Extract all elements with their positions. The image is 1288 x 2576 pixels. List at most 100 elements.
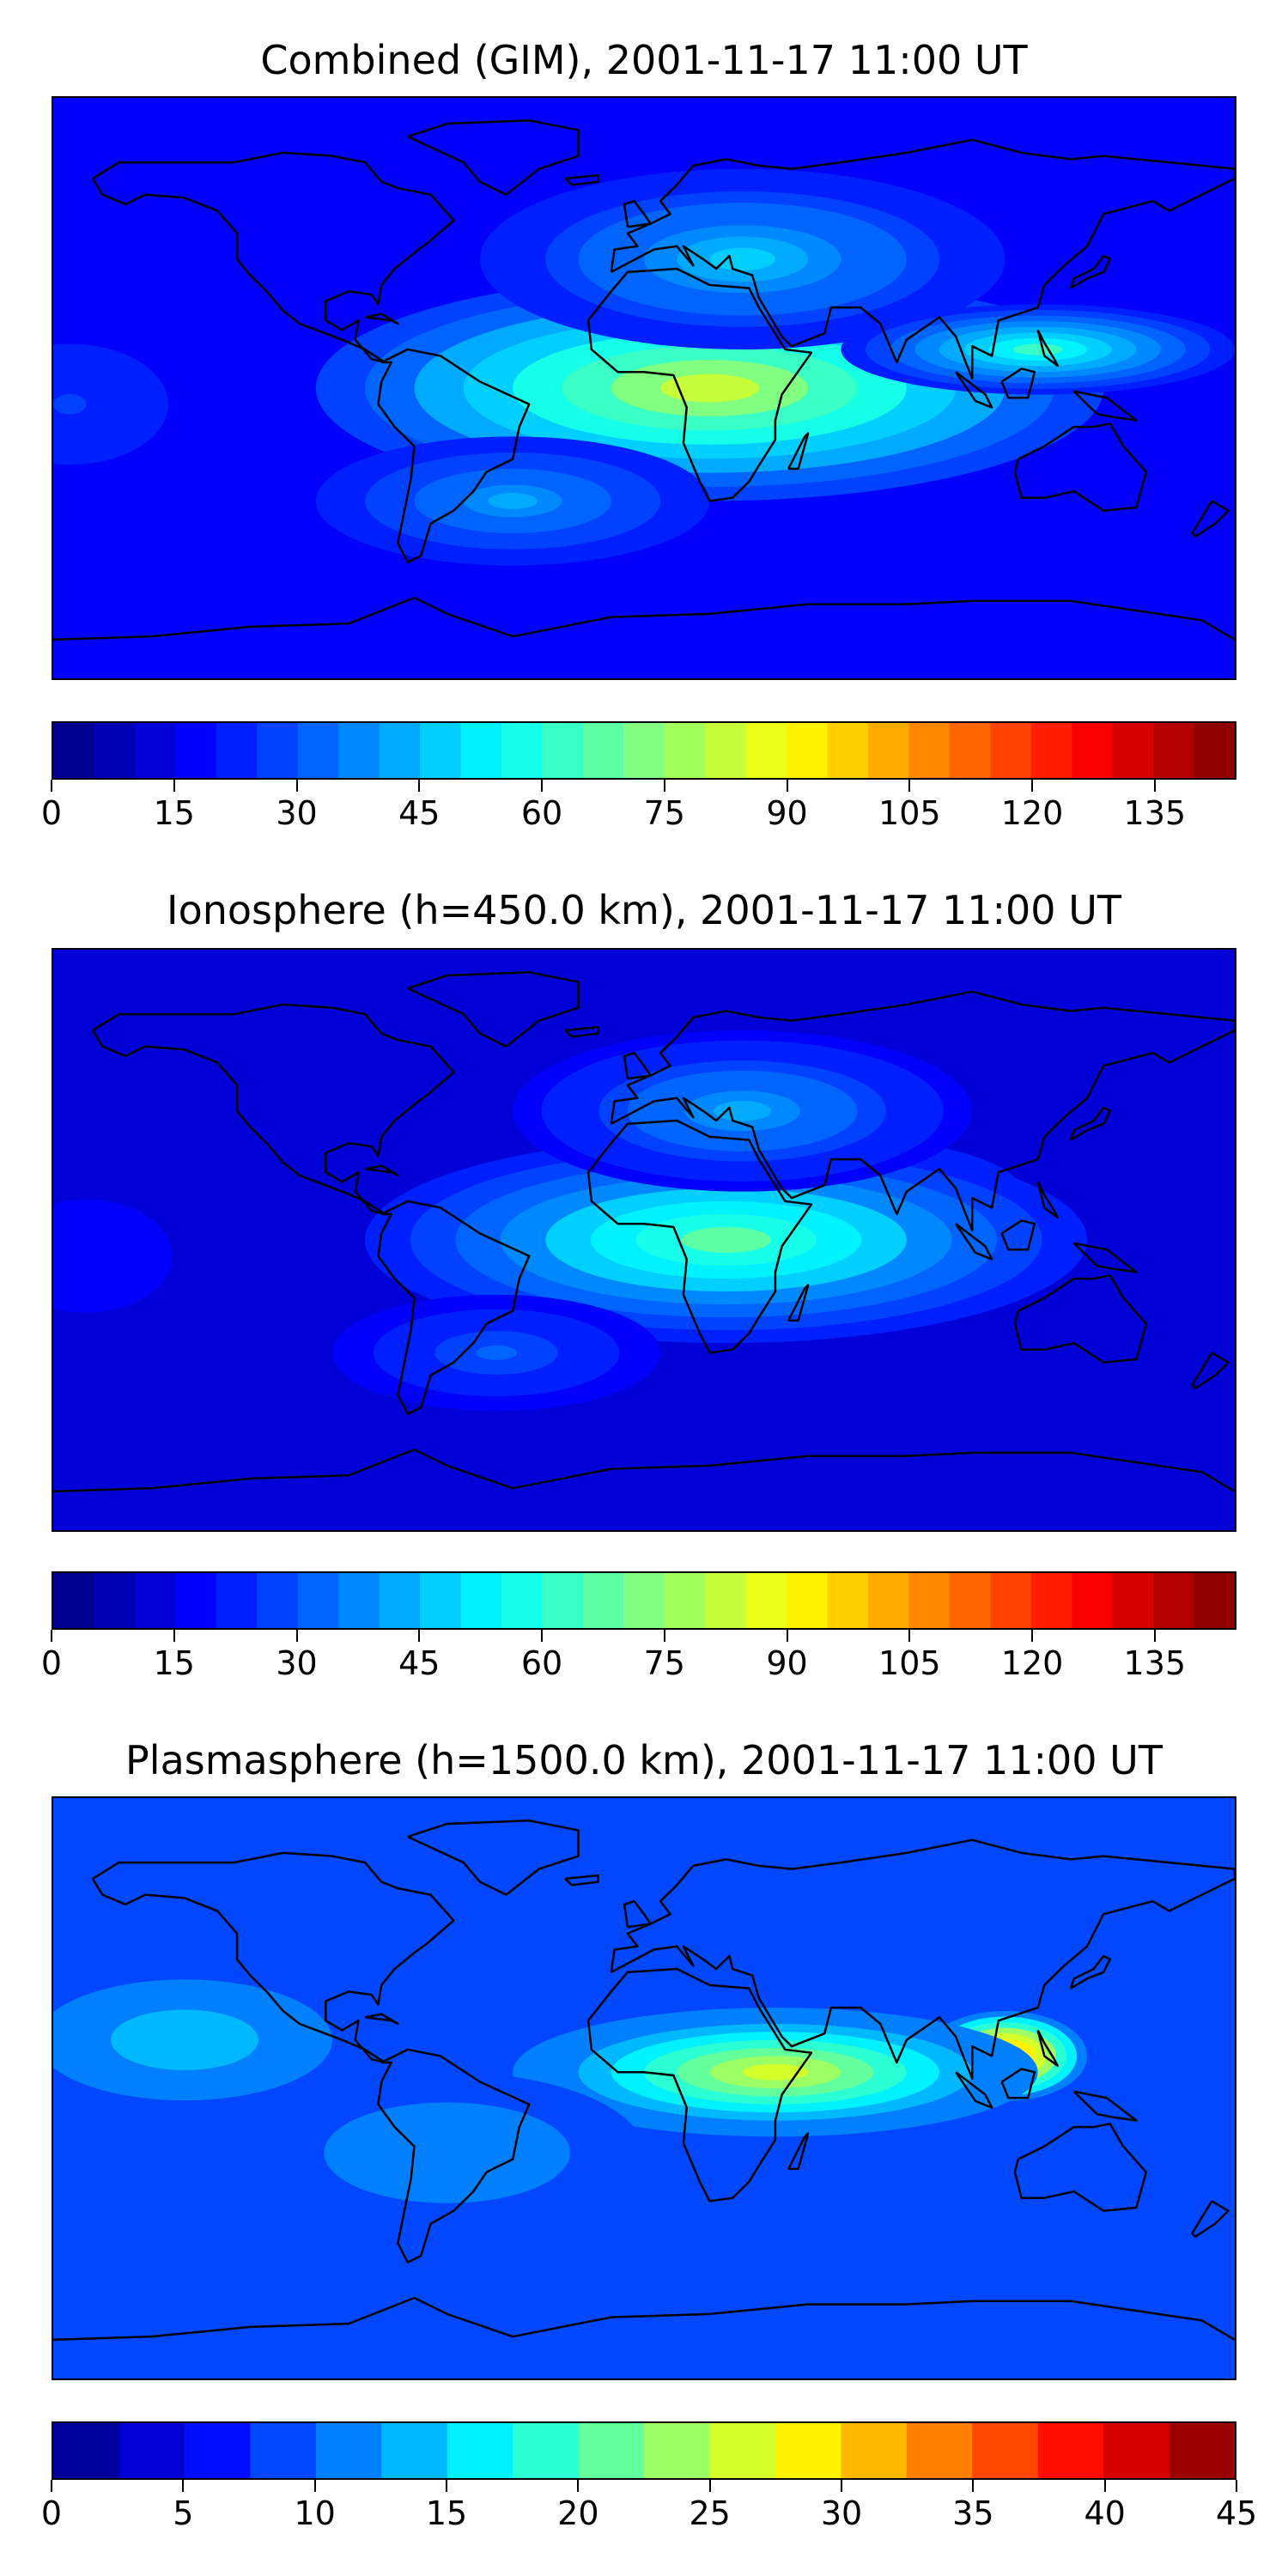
- colorbar-tick-label: 120: [1000, 1644, 1064, 1682]
- coastline-south-america: [377, 1200, 531, 1416]
- colorbar-tick-label: 10: [294, 2494, 336, 2532]
- colorbar-tick-label: 75: [643, 1644, 685, 1682]
- coastline-borneo: [1000, 1219, 1036, 1251]
- colorbar-segment: [1030, 1573, 1072, 1628]
- coastline-antarctica: [53, 2296, 1235, 2342]
- colorbar-segment: [175, 723, 217, 778]
- coastline-new-guinea: [1072, 390, 1138, 422]
- coastline-iceland: [564, 173, 599, 186]
- colorbar-tick-label: 45: [398, 794, 440, 832]
- coastline-africa: [586, 267, 813, 502]
- colorbar-segment: [460, 723, 502, 778]
- coastline-madagascar: [787, 432, 810, 471]
- colorbar-segment: [787, 1573, 829, 1628]
- colorbar-segment: [447, 2423, 513, 2478]
- colorbar-tick: [541, 1630, 544, 1642]
- colorbar-tick-label: 60: [520, 1644, 563, 1682]
- colorbar-segment: [664, 723, 706, 778]
- colorbar-tick: [1103, 2480, 1106, 2492]
- colorbar-tick-label: 30: [276, 1644, 318, 1682]
- colorbar-ticks: 0 5 10 15 20 25 30 35 40 45: [41, 2480, 1257, 2532]
- coastline-south-america: [377, 348, 531, 564]
- colorbar-tick: [908, 1630, 911, 1642]
- field-contour: [73, 1248, 99, 1265]
- colorbar-segment: [460, 1573, 502, 1628]
- colorbar-tick-label: 60: [520, 794, 563, 832]
- colorbar-tick: [295, 1630, 298, 1642]
- colorbar-segment: [582, 723, 624, 778]
- colorbar-segment: [297, 1573, 339, 1628]
- colorbar-tick: [418, 780, 421, 792]
- colorbar-segment: [787, 723, 829, 778]
- field-contour: [709, 247, 775, 270]
- colorbar-segment: [1194, 723, 1235, 778]
- colorbar-tick: [51, 1630, 52, 1642]
- coastline-new-zealand: [1191, 1352, 1230, 1390]
- coastline-australia: [1013, 422, 1148, 512]
- colorbar-tick: [1153, 1630, 1156, 1642]
- colorbar-segment: [709, 2423, 776, 2478]
- coastline-antarctica: [53, 1448, 1235, 1493]
- colorbar-tick-label: 90: [766, 794, 808, 832]
- colorbar-segment: [338, 1573, 380, 1628]
- coastline-japan: [1069, 1954, 1112, 1990]
- coastline-eurasia: [610, 138, 1235, 380]
- colorbar-segment: [53, 2423, 120, 2478]
- colorbar-segment: [542, 723, 584, 778]
- colorbar-segment: [1112, 723, 1154, 778]
- colorbar-tick: [182, 2480, 185, 2492]
- colorbar-segment: [623, 723, 665, 778]
- colorbar-segment: [949, 723, 991, 778]
- coastline-antarctica: [53, 596, 1235, 641]
- coastline-new-zealand: [1191, 500, 1230, 538]
- colorbar-segment: [420, 723, 462, 778]
- colorbar-tick-label: 30: [276, 794, 318, 832]
- colorbar-tick-label: 0: [40, 1644, 63, 1682]
- colorbar-tick-label: 35: [952, 2494, 994, 2532]
- coastline-borneo: [1000, 368, 1036, 399]
- colorbar-ticks: 0 15 30 45 60 75 90 105 120 135: [41, 780, 1236, 832]
- colorbar-segment: [420, 1573, 462, 1628]
- colorbar-tick: [663, 1630, 665, 1642]
- colorbar-tick-label: 0: [40, 2494, 63, 2532]
- colorbar-segment: [381, 2423, 448, 2478]
- colorbar-ionosphere: [52, 1571, 1236, 1630]
- coastline-sumatra: [955, 2071, 993, 2109]
- colorbar-segment: [775, 2423, 841, 2478]
- coastline-madagascar: [787, 1284, 810, 1322]
- colorbar-tick: [1153, 780, 1156, 792]
- colorbar-tick-label: 15: [425, 2494, 468, 2532]
- coastline-iceland: [564, 1874, 599, 1886]
- colorbar-tick: [577, 2480, 580, 2492]
- field-contour: [53, 394, 87, 415]
- coastline-borneo: [1000, 2068, 1036, 2099]
- colorbar-svg: [53, 1573, 1235, 1628]
- coastline-africa: [586, 1967, 813, 2202]
- field-contour: [422, 2142, 472, 2163]
- field-contour: [160, 2029, 210, 2050]
- colorbar-tick: [1031, 780, 1034, 792]
- field-contour: [488, 493, 538, 509]
- coastline-eurasia: [610, 990, 1235, 1231]
- colorbar-tick: [418, 1630, 421, 1642]
- coastline-britain: [623, 199, 652, 228]
- colorbar-segment: [338, 723, 380, 778]
- coastline-greenland: [407, 1820, 580, 1896]
- colorbar-segment: [906, 2423, 973, 2478]
- colorbar-segment: [705, 723, 747, 778]
- colorbar-segment: [908, 723, 951, 778]
- colorbar-segment: [908, 1573, 951, 1628]
- colorbar-tick: [1031, 1630, 1034, 1642]
- colorbar-tick-label: 105: [878, 1644, 941, 1682]
- coastline-australia: [1013, 1274, 1148, 1364]
- colorbar-segment: [94, 723, 136, 778]
- colorbar-segment: [379, 723, 421, 778]
- colorbar-tick: [786, 780, 788, 792]
- map-combined-gim: [52, 96, 1236, 680]
- colorbar-segment: [705, 1573, 747, 1628]
- coastline-philippines: [1036, 329, 1059, 367]
- colorbar-tick-label: 105: [878, 794, 941, 832]
- field-contour: [681, 1226, 772, 1254]
- colorbar-segment: [827, 723, 869, 778]
- coastline-britain: [623, 1051, 652, 1080]
